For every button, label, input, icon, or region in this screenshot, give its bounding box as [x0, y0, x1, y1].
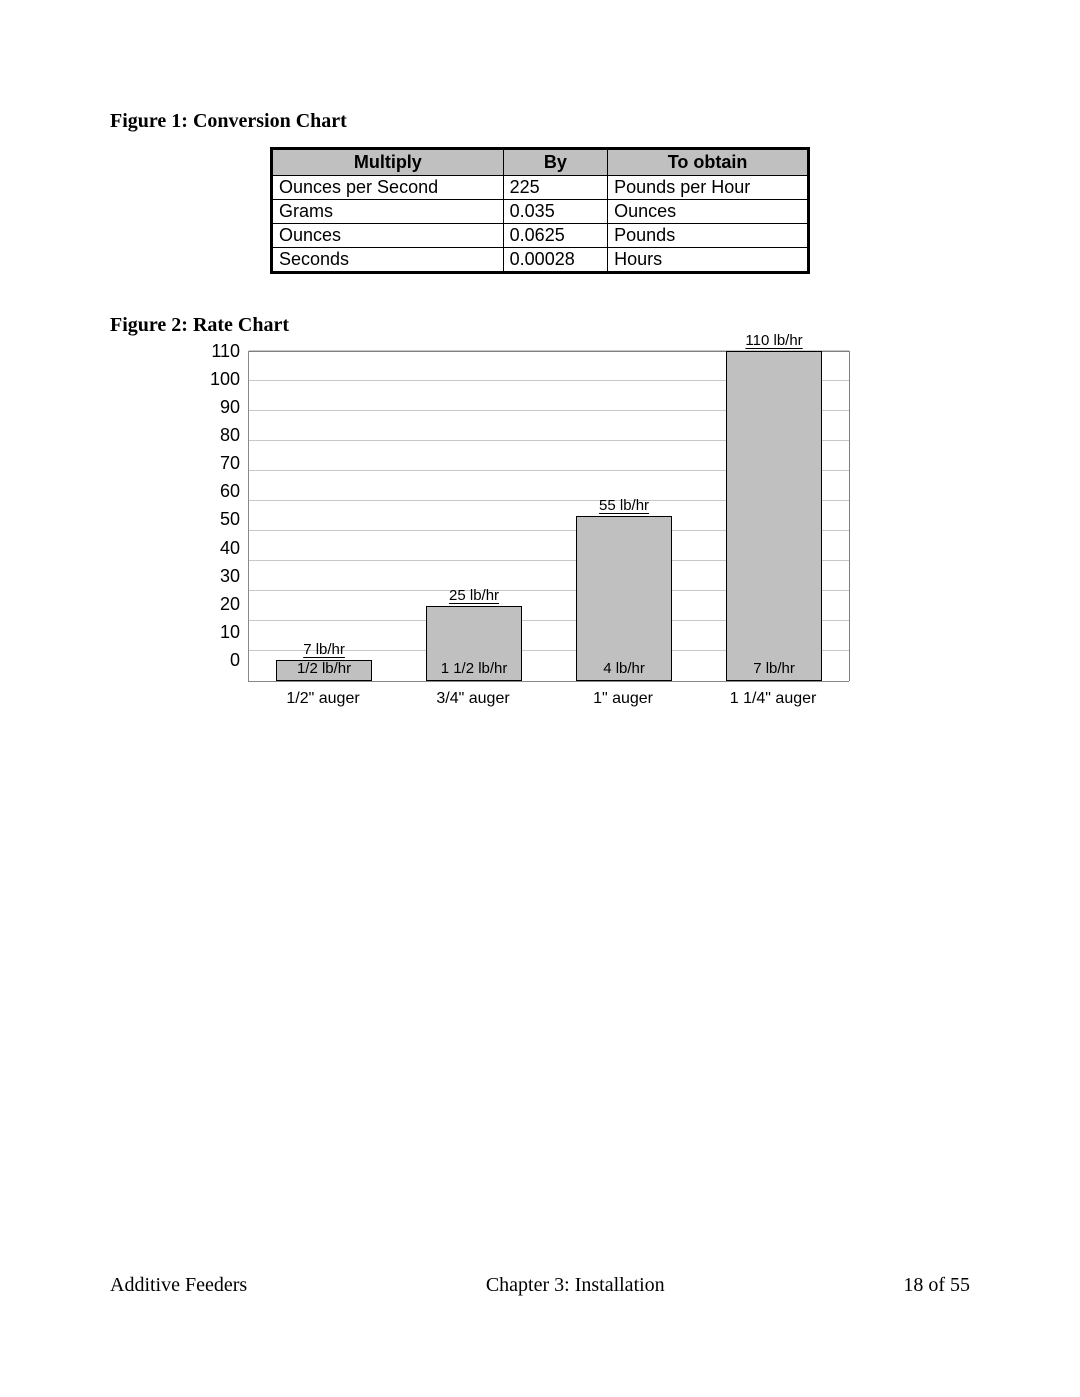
cell: Grams: [272, 200, 504, 224]
y-tick: 60: [220, 481, 240, 502]
figure1-title: Figure 1: Conversion Chart: [110, 110, 970, 133]
bar-bottom-label: 4 lb/hr: [549, 660, 699, 677]
x-label: 3/4" auger: [398, 690, 548, 708]
cell: Ounces: [608, 200, 809, 224]
cell: Pounds per Hour: [608, 176, 809, 200]
cell: 0.00028: [503, 248, 607, 273]
cell: Pounds: [608, 224, 809, 248]
bar-top-label: 25 lb/hr: [399, 587, 549, 604]
page-footer: Additive Feeders Chapter 3: Installation…: [110, 1274, 970, 1297]
cell: Hours: [608, 248, 809, 273]
y-tick: 100: [210, 369, 240, 390]
bar-column: 55 lb/hr 4 lb/hr: [549, 351, 699, 681]
footer-right: 18 of 55: [903, 1274, 970, 1297]
bar: [576, 516, 672, 681]
cell: 0.035: [503, 200, 607, 224]
cell: Seconds: [272, 248, 504, 273]
cell: Ounces per Second: [272, 176, 504, 200]
y-tick: 30: [220, 566, 240, 587]
bar-column: 7 lb/hr 1/2 lb/hr: [249, 351, 399, 681]
cell: Ounces: [272, 224, 504, 248]
x-label: 1" auger: [548, 690, 698, 708]
footer-center: Chapter 3: Installation: [486, 1274, 665, 1297]
y-tick: 0: [230, 650, 240, 671]
bar-top-label: 110 lb/hr: [699, 332, 849, 349]
col-header: Multiply: [272, 149, 504, 176]
cell: 225: [503, 176, 607, 200]
table-row: Ounces 0.0625 Pounds: [272, 224, 809, 248]
bar-top-label: 55 lb/hr: [549, 497, 699, 514]
bar-bottom-label: 1/2 lb/hr: [249, 660, 399, 677]
conversion-table: Multiply By To obtain Ounces per Second …: [270, 147, 810, 274]
x-label: 1 1/4" auger: [698, 690, 848, 708]
table-header-row: Multiply By To obtain: [272, 149, 809, 176]
y-tick: 10: [220, 622, 240, 643]
y-tick: 110: [211, 341, 240, 362]
bar-bottom-label: 7 lb/hr: [699, 660, 849, 677]
y-tick: 80: [220, 425, 240, 446]
bar: [726, 351, 822, 681]
col-header: By: [503, 149, 607, 176]
y-tick: 50: [220, 509, 240, 530]
y-tick: 70: [220, 453, 240, 474]
table-row: Grams 0.035 Ounces: [272, 200, 809, 224]
col-header: To obtain: [608, 149, 809, 176]
bar-column: 110 lb/hr7 lb/hr: [699, 351, 849, 681]
y-tick: 90: [220, 397, 240, 418]
x-axis-labels: 1/2" auger3/4" auger1" auger1 1/4" auger: [248, 690, 848, 708]
table-row: Seconds 0.00028 Hours: [272, 248, 809, 273]
cell: 0.0625: [503, 224, 607, 248]
bar-column: 25 lb/hr 1 1/2 lb/hr: [399, 351, 549, 681]
rate-chart: 1101009080706050403020100 7 lb/hr1/2 lb/…: [210, 351, 970, 708]
bars-container: 7 lb/hr1/2 lb/hr25 lb/hr1 1/2 lb/hr55 lb…: [249, 351, 849, 681]
plot-area: 7 lb/hr1/2 lb/hr25 lb/hr1 1/2 lb/hr55 lb…: [248, 351, 849, 682]
footer-left: Additive Feeders: [110, 1274, 247, 1297]
y-tick: 40: [220, 538, 240, 559]
x-label: 1/2" auger: [248, 690, 398, 708]
table-row: Ounces per Second 225 Pounds per Hour: [272, 176, 809, 200]
bar-bottom-label: 1 1/2 lb/hr: [399, 660, 549, 677]
y-axis: 1101009080706050403020100: [210, 341, 248, 671]
bar-top-label: 7 lb/hr: [249, 641, 399, 658]
y-tick: 20: [220, 594, 240, 615]
